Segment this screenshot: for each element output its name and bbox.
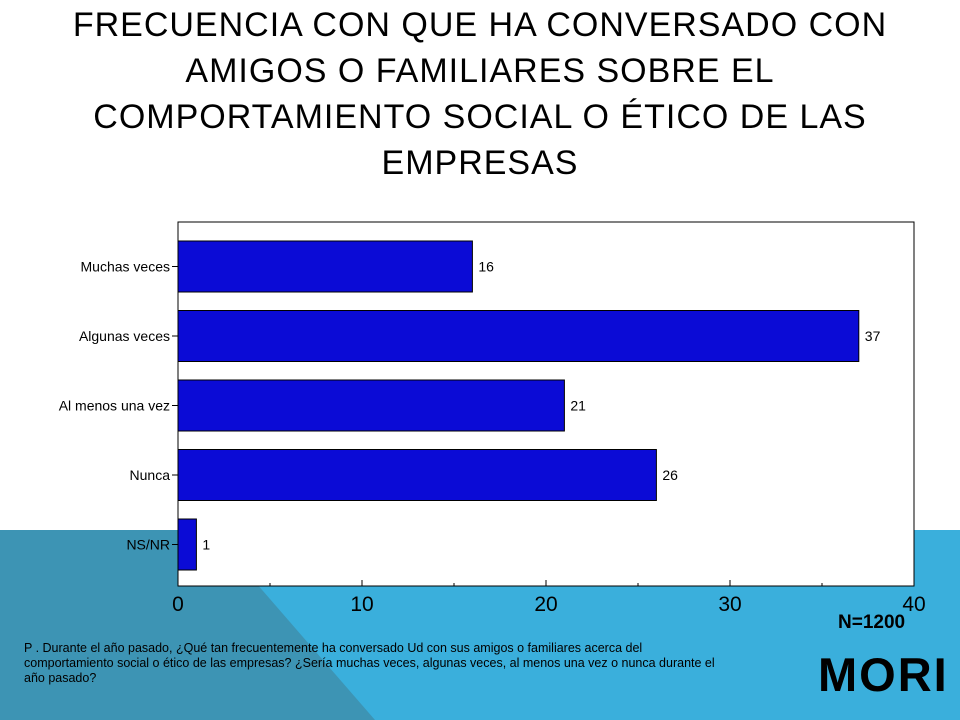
- category-label: Muchas veces: [81, 259, 170, 275]
- category-label: Nunca: [130, 467, 171, 483]
- mori-logo: MORI: [818, 648, 949, 701]
- data-label: 37: [865, 328, 881, 344]
- data-label: 21: [570, 398, 586, 414]
- title-line: FRECUENCIA CON QUE HA CONVERSADO CON: [72, 6, 888, 44]
- data-label: 26: [662, 467, 678, 483]
- x-tick-label: 20: [534, 593, 557, 616]
- x-tick-label: 10: [350, 593, 373, 616]
- title-line: EMPRESAS: [381, 144, 579, 182]
- bar-nunca: [177, 449, 657, 501]
- x-tick-label: 30: [718, 593, 741, 616]
- category-label: Algunas veces: [79, 328, 170, 344]
- bar-ns-nr: [177, 518, 197, 571]
- category-label: NS/NR: [126, 537, 170, 553]
- bar-al-menos-una-vez: [177, 379, 565, 432]
- x-tick-label: 0: [172, 593, 184, 616]
- data-label: 1: [202, 537, 210, 553]
- data-label: 16: [478, 259, 494, 275]
- slide-title: FRECUENCIA CON QUE HA CONVERSADO CON AMI…: [20, 2, 940, 186]
- title-line: AMIGOS O FAMILIARES SOBRE EL: [185, 52, 775, 90]
- sample-size-label: N=1200: [838, 612, 906, 633]
- title-line: COMPORTAMIENTO SOCIAL O ÉTICO DE LAS: [93, 98, 867, 136]
- category-label: Al menos una vez: [59, 398, 170, 414]
- bar-algunas-veces: [177, 310, 860, 362]
- x-tick-label: 40: [902, 593, 925, 616]
- bar-muchas-veces: [177, 240, 473, 293]
- survey-question-note: P . Durante el año pasado, ¿Qué tan frec…: [24, 641, 715, 685]
